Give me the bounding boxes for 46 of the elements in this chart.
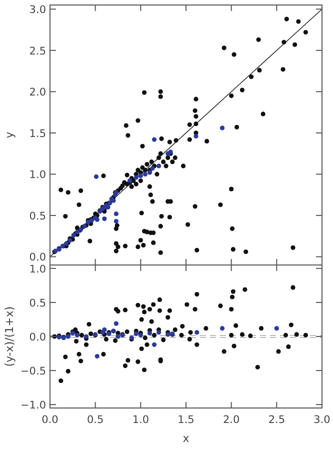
x-axis-title: x [182,432,190,445]
point [156,164,162,168]
point [150,166,155,171]
y-tick-label: 3.0 [29,4,46,16]
y-tick-label: 1.0 [29,169,46,182]
point [114,321,118,326]
x-tick-label: 1.0 [132,414,150,426]
point [194,134,198,139]
point [114,218,118,224]
y-tick-label: −0.5 [20,366,46,378]
point [94,174,99,179]
point [134,331,138,336]
x-tick-label: 2.5 [268,414,286,426]
y-tick-label: 0.5 [29,297,46,310]
x-tick-label: 1.5 [178,414,194,426]
point [194,330,200,335]
point [274,326,279,331]
y-tick-label: 2.0 [29,86,46,99]
y-tick-label: 1.0 [29,263,46,276]
point [152,137,157,142]
y-tick-label: −1.0 [20,400,46,412]
y-axis-title: (y-x)/(1+x) [3,306,16,367]
point [102,216,107,222]
point [147,170,152,175]
x-tick-label: 0.5 [86,414,104,426]
point [138,174,143,178]
y-axis-title: y [3,131,16,138]
y-tick-label: 0.0 [29,252,46,264]
point [142,172,148,177]
x-tick-label: 0.0 [42,414,58,426]
x-tick-label: 3.0 [314,414,330,426]
y-tick-label: 0.0 [29,332,46,344]
point [220,126,225,130]
x-tick-label: 2.0 [222,414,240,426]
y-tick-label: 0.5 [29,210,46,222]
point [156,330,162,335]
point [114,212,118,216]
point [220,326,225,331]
point [102,327,107,332]
point [116,334,120,339]
point [152,342,157,347]
point [94,354,100,359]
point [147,330,152,336]
point [134,175,138,180]
y-tick-label: 2.5 [29,45,46,58]
y-tick-label: 1.5 [29,128,46,140]
